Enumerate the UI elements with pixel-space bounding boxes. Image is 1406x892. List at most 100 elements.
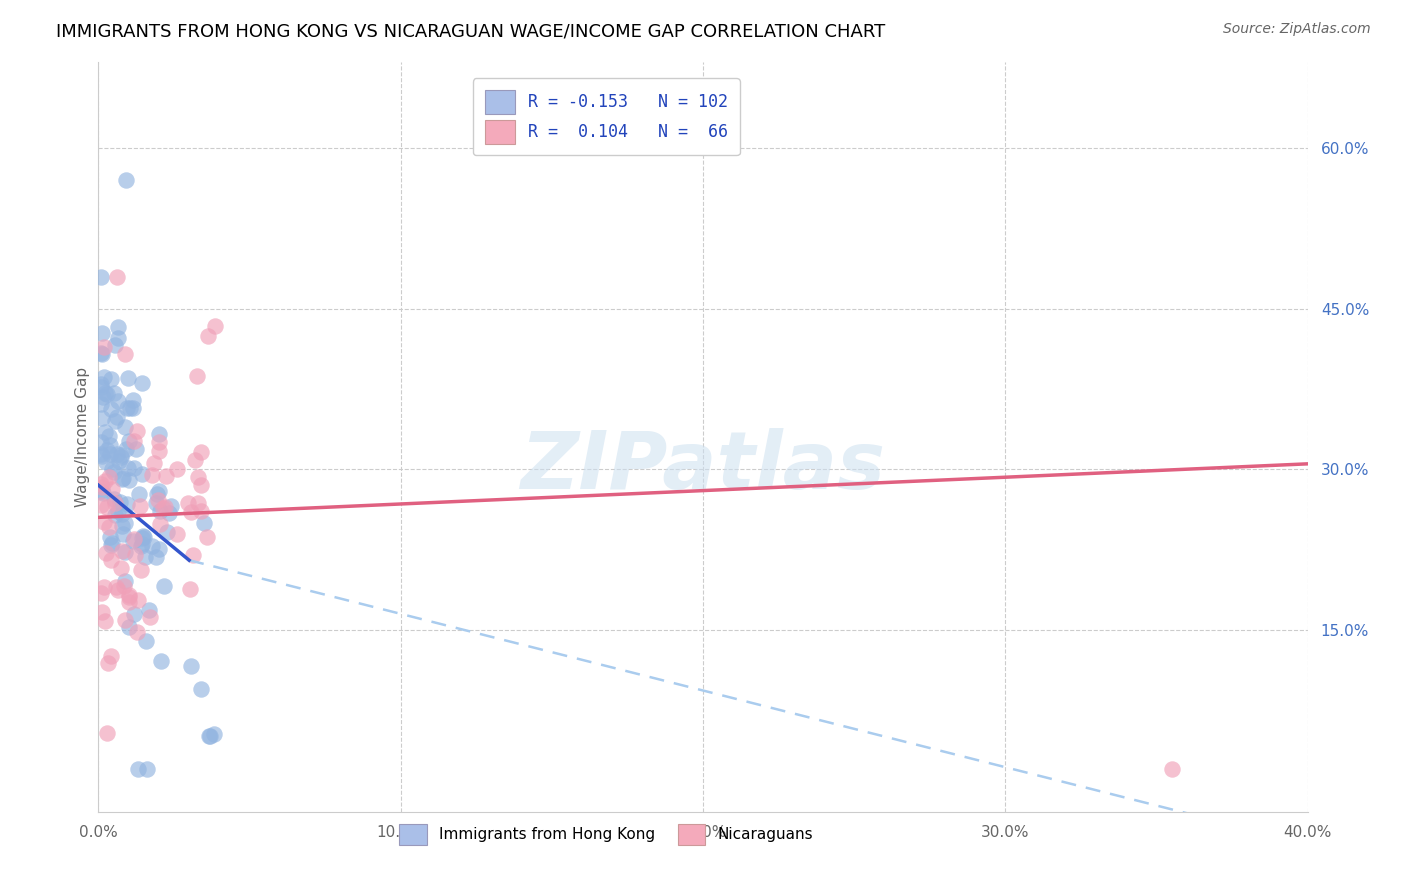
- Point: [124, 548, 146, 562]
- Point: [96, 387, 118, 401]
- Point: [114, 545, 136, 559]
- Point: [91, 486, 114, 500]
- Point: [190, 504, 212, 518]
- Point: [114, 347, 136, 361]
- Point: [117, 371, 139, 385]
- Point: [107, 394, 129, 409]
- Point: [153, 579, 176, 593]
- Point: [148, 516, 170, 531]
- Point: [93, 370, 115, 384]
- Point: [98, 438, 121, 452]
- Point: [148, 444, 170, 458]
- Point: [122, 532, 145, 546]
- Point: [146, 487, 169, 501]
- Point: [141, 539, 163, 553]
- Point: [107, 320, 129, 334]
- Point: [111, 544, 134, 558]
- Text: IMMIGRANTS FROM HONG KONG VS NICARAGUAN WAGE/INCOME GAP CORRELATION CHART: IMMIGRANTS FROM HONG KONG VS NICARAGUAN …: [56, 22, 886, 40]
- Point: [97, 656, 120, 670]
- Point: [105, 269, 128, 284]
- Point: [153, 500, 176, 514]
- Point: [131, 376, 153, 390]
- Point: [202, 727, 225, 741]
- Point: [100, 553, 122, 567]
- Point: [90, 480, 112, 494]
- Point: [90, 269, 112, 284]
- Point: [98, 447, 121, 461]
- Point: [114, 613, 136, 627]
- Point: [90, 347, 112, 361]
- Point: [90, 498, 112, 512]
- Point: [184, 452, 207, 467]
- Point: [90, 586, 112, 600]
- Point: [100, 372, 122, 386]
- Point: [98, 519, 121, 533]
- Point: [118, 588, 141, 602]
- Point: [179, 582, 201, 596]
- Point: [100, 538, 122, 552]
- Point: [90, 476, 112, 491]
- Point: [103, 465, 125, 479]
- Point: [96, 500, 118, 514]
- Point: [127, 762, 149, 776]
- Point: [105, 447, 128, 461]
- Point: [114, 578, 136, 592]
- Point: [141, 467, 163, 482]
- Point: [104, 338, 127, 352]
- Point: [104, 580, 127, 594]
- Point: [157, 506, 180, 520]
- Point: [131, 537, 153, 551]
- Point: [187, 496, 209, 510]
- Point: [118, 594, 141, 608]
- Point: [179, 506, 201, 520]
- Point: [90, 380, 112, 394]
- Point: [122, 461, 145, 475]
- Point: [197, 729, 219, 743]
- Point: [114, 173, 136, 187]
- Point: [146, 492, 169, 507]
- Point: [131, 467, 153, 482]
- Point: [148, 484, 170, 499]
- Point: [142, 456, 165, 470]
- Point: [110, 448, 132, 462]
- Point: [103, 386, 125, 401]
- Point: [111, 519, 134, 533]
- Point: [105, 409, 128, 424]
- Point: [107, 331, 129, 345]
- Point: [129, 539, 152, 553]
- Point: [138, 603, 160, 617]
- Point: [166, 526, 188, 541]
- Point: [90, 345, 112, 359]
- Point: [190, 681, 212, 696]
- Point: [152, 501, 174, 516]
- Point: [114, 574, 136, 588]
- Point: [114, 516, 136, 531]
- Point: [94, 455, 117, 469]
- Point: [91, 326, 114, 340]
- Point: [190, 445, 212, 459]
- Point: [91, 390, 114, 404]
- Point: [118, 434, 141, 449]
- Text: Source: ZipAtlas.com: Source: ZipAtlas.com: [1223, 22, 1371, 37]
- Point: [121, 534, 143, 549]
- Point: [117, 460, 139, 475]
- Point: [94, 425, 117, 439]
- Point: [110, 561, 132, 575]
- Point: [112, 471, 135, 485]
- Point: [148, 426, 170, 441]
- Point: [134, 530, 156, 544]
- Point: [149, 504, 172, 518]
- Point: [131, 532, 153, 546]
- Point: [166, 462, 188, 476]
- Point: [180, 659, 202, 673]
- Point: [104, 414, 127, 428]
- Point: [122, 607, 145, 621]
- Point: [114, 419, 136, 434]
- Point: [198, 729, 221, 743]
- Point: [131, 529, 153, 543]
- Point: [177, 496, 200, 510]
- Point: [117, 590, 139, 604]
- Point: [93, 515, 115, 529]
- Point: [139, 609, 162, 624]
- Point: [103, 491, 125, 506]
